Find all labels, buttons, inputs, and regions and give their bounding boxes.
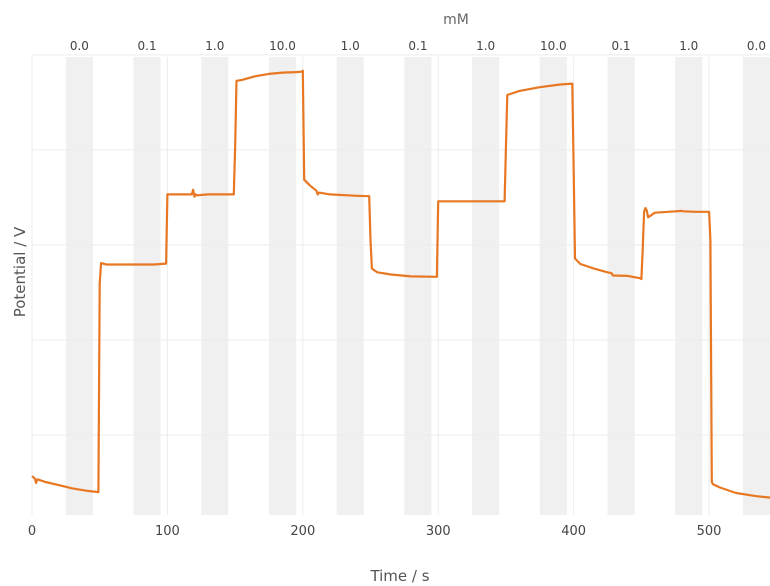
- x-axis-title: Time / s: [369, 567, 429, 585]
- shaded-band: [539, 57, 567, 515]
- top-axis-title: mM: [443, 12, 469, 28]
- shaded-band: [607, 57, 635, 515]
- top-tick-label: 1.0: [205, 39, 224, 53]
- top-tick-labels: 0.0 0.1 1.0 10.0 1.0 0.1 1.0 10.0 0.1 1.0 0.0: [70, 39, 766, 53]
- x-tick-label: 100: [155, 524, 180, 539]
- top-tick-label: 0.0: [747, 39, 766, 53]
- x-tick-labels: 0 100 200 300 400 500: [28, 524, 722, 539]
- shaded-band: [472, 57, 500, 515]
- top-tick-label: 1.0: [679, 39, 698, 53]
- top-tick-label: 1.0: [341, 39, 360, 53]
- potential-series-line: [31, 69, 770, 499]
- shaded-band: [336, 57, 364, 515]
- x-tick-label: 500: [697, 524, 722, 539]
- top-tick-label: 1.0: [476, 39, 495, 53]
- shaded-band: [133, 57, 161, 515]
- x-tick-label: 400: [561, 524, 586, 539]
- x-tick-label: 0: [28, 524, 36, 539]
- shaded-band: [65, 57, 93, 515]
- shaded-band: [742, 57, 770, 515]
- x-tick-label: 200: [290, 524, 315, 539]
- shaded-band: [268, 57, 297, 515]
- top-tick-label: 0.1: [138, 39, 157, 53]
- top-tick-label: 0.1: [611, 39, 630, 53]
- y-axis-title: Potential / V: [11, 226, 29, 317]
- shaded-band: [404, 57, 432, 515]
- shaded-band: [675, 57, 703, 515]
- series-layer: [31, 69, 770, 499]
- x-tick-label: 300: [426, 524, 451, 539]
- concentration-bands: [65, 57, 770, 515]
- top-tick-label: 0.0: [70, 39, 89, 53]
- gridlines: [31, 54, 770, 515]
- top-tick-label: 0.1: [408, 39, 427, 53]
- shaded-band: [201, 57, 229, 515]
- top-tick-label: 10.0: [269, 39, 296, 53]
- top-tick-label: 10.0: [540, 39, 567, 53]
